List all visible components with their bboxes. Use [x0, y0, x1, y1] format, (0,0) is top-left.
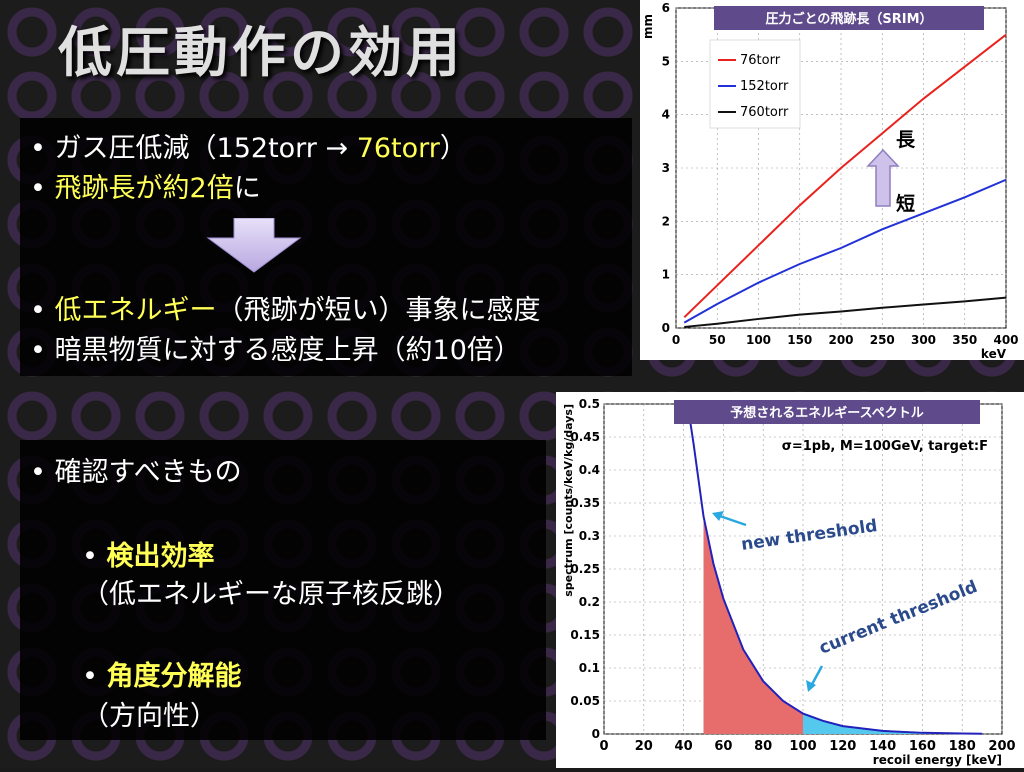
checklist-box: • 確認すべきもの • 検出効率 （低エネルギーな原子核反跳） • 角度分解能 … [20, 440, 546, 740]
bullet-dark-matter: • 暗黒物質に対する感度上昇（約10倍） [30, 335, 521, 366]
track-length-chart-panel: 0 50 100 150 200 250 300 350 400 0 1 2 3 4 5 6 keV mm 圧力ごと… [640, 0, 1024, 361]
x-axis-label: keV [981, 347, 1007, 360]
fill-region-1 [803, 713, 983, 734]
annotation-short: 短 [896, 192, 915, 215]
up-arrow-icon [866, 148, 900, 207]
y-tick-label: 0.4 [579, 463, 600, 477]
x-tick-label: 120 [829, 739, 856, 754]
item-detection-efficiency: • 検出効率 [82, 541, 215, 572]
item-detection-efficiency-sub: （低エネルギーな原子核反跳） [82, 579, 460, 610]
y-axis-label: mm [641, 14, 655, 39]
series-line-760torr [684, 296, 1007, 328]
y-tick-label: 0.05 [570, 694, 600, 708]
x-tick-label: 200 [828, 333, 853, 347]
energy-spectrum-chart-panel: 0 20 40 60 80 100 120 140 160 180 200 0 0.05 0.1 0.15 0… [556, 392, 1024, 768]
bullet-low-energy: • 低エネルギー（飛跡が短い）事象に感度 [30, 295, 541, 326]
x-tick-label: 0 [672, 333, 680, 347]
new-threshold-arrowhead [712, 511, 724, 521]
x-tick-label: 160 [909, 739, 936, 754]
chart-title: 圧力ごとの飛跡長（SRIM） [765, 11, 932, 27]
legend-label: 152torr [740, 79, 789, 94]
x-tick-label: 140 [869, 739, 896, 754]
y-tick-label: 0.2 [579, 595, 600, 609]
x-axis-label: recoil energy [keV] [873, 753, 1002, 767]
spectrum-curve [686, 403, 983, 735]
y-tick-label: 0.25 [570, 562, 600, 576]
chart-subtitle: σ=1pb, M=100GeV, target:F [782, 439, 988, 454]
y-tick-label: 0.1 [579, 661, 600, 675]
x-tick-label: 60 [714, 739, 732, 754]
y-tick-label: 0.35 [570, 496, 600, 510]
annotation-long: 長 [896, 129, 916, 151]
track-length-chart: 0 50 100 150 200 250 300 350 400 0 1 2 3 4 5 6 keV mm 圧力ごと… [641, 1, 1019, 361]
x-tick-label: 250 [870, 333, 895, 347]
current-threshold-arrowhead [806, 680, 816, 692]
item-angular-resolution-sub: （方向性） [82, 701, 217, 732]
legend-label: 76torr [740, 53, 781, 68]
y-tick-label: 0.3 [579, 529, 600, 543]
legend-label: 760torr [740, 105, 789, 120]
y-tick-label: 3 [662, 161, 670, 175]
x-tick-label: 180 [949, 739, 976, 754]
series-line-152torr [683, 178, 1007, 324]
x-tick-label: 100 [746, 333, 771, 347]
chart-title-banner [714, 6, 984, 30]
series-line-76torr [683, 33, 1007, 319]
x-tick-label: 20 [635, 739, 653, 754]
x-tick-label: 50 [709, 333, 726, 347]
x-tick-label: 150 [787, 333, 812, 347]
y-tick-label: 0.45 [570, 430, 600, 444]
x-tick-label: 100 [789, 739, 816, 754]
chart-title: 予想されるエネルギースペクトル [730, 405, 923, 421]
y-tick-label: 0 [592, 727, 600, 741]
x-tick-label: 400 [993, 333, 1018, 347]
bullet-track-length: • 飛跡長が約2倍に [30, 173, 261, 204]
y-tick-label: 1 [662, 268, 670, 282]
y-tick-label: 6 [662, 1, 670, 15]
summary-box: • ガス圧低減（152torr → 76torr） • 飛跡長が約2倍に • 低… [20, 118, 632, 376]
chart-title-banner [674, 400, 980, 424]
y-tick-label: 0 [662, 321, 670, 335]
slide-title: 低圧動作の効用 [58, 21, 464, 84]
x-tick-label: 300 [911, 333, 936, 347]
y-tick-label: 0.15 [570, 628, 600, 642]
item-angular-resolution: • 角度分解能 [82, 661, 242, 692]
bullet-gas-pressure: • ガス圧低減（152torr → 76torr） [30, 133, 467, 164]
y-tick-label: 5 [662, 54, 670, 68]
fill-region-0 [703, 516, 803, 734]
y-tick-label: 2 [662, 214, 670, 228]
x-tick-label: 350 [952, 333, 977, 347]
x-tick-label: 40 [675, 739, 693, 754]
y-tick-label: 4 [662, 108, 670, 122]
x-tick-label: 0 [599, 739, 608, 754]
legend-box [709, 39, 801, 129]
energy-spectrum-chart: 0 20 40 60 80 100 120 140 160 180 200 0 0.05 0.1 0.15 0… [562, 397, 1016, 767]
down-arrow-icon [206, 218, 302, 273]
y-tick-label: 0.5 [579, 397, 600, 411]
y-axis-label: spectrum [counts/keV/kg/days] [562, 404, 575, 597]
checklist-heading: • 確認すべきもの [30, 457, 242, 488]
x-tick-label: 200 [988, 739, 1015, 754]
x-tick-label: 80 [754, 739, 772, 754]
